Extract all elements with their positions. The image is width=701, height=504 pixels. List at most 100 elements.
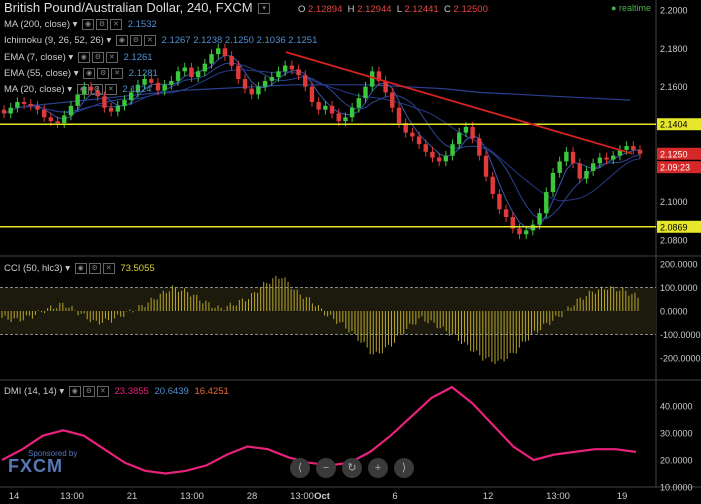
candle-body [1, 109, 7, 114]
candle-body [410, 132, 415, 137]
zoom-in-button[interactable]: + [368, 458, 388, 478]
eye-icon[interactable]: ◉ [76, 83, 89, 95]
eye-icon[interactable]: ◉ [74, 262, 87, 274]
reset-button[interactable]: ↻ [342, 458, 362, 478]
price-axis-label: 2.2000 [660, 6, 688, 16]
time-axis-label: 28 [247, 491, 258, 502]
indicator-ema7[interactable]: EMA (7, close) ▾ ◉ ⚙ ✕ 2.1261 [4, 51, 153, 63]
time-axis-label: 13:00 [180, 491, 204, 502]
candle-body [296, 69, 301, 76]
candle-body [289, 65, 295, 70]
close-icon[interactable]: ✕ [111, 67, 124, 79]
eye-icon[interactable]: ◉ [82, 18, 95, 30]
settings-icon[interactable]: ⚙ [91, 51, 104, 63]
candle-body [436, 157, 442, 162]
close-icon[interactable]: ✕ [105, 51, 118, 63]
indicator-ma200[interactable]: MA (200, close) ▾ ◉ ⚙ ✕ 2.1532 [4, 18, 157, 30]
zoom-out-button[interactable]: − [316, 458, 336, 478]
candle-body [135, 84, 141, 93]
cci-axis-label: -200.0000 [660, 354, 701, 364]
candle-body [490, 176, 495, 194]
indicator-ichimoku[interactable]: Ichimoku (9, 26, 52, 26) ▾ ◉ ⚙ ✕ 2.1267 2.… [4, 34, 318, 46]
candle-body [129, 92, 134, 101]
close-icon[interactable]: ✕ [96, 385, 109, 397]
candle-body [68, 105, 74, 116]
candle-body [450, 144, 455, 156]
candle-body [21, 102, 27, 104]
price-axis-label: 2.1800 [660, 44, 688, 54]
candle-body [323, 105, 328, 110]
close-icon[interactable]: ✕ [104, 83, 117, 95]
indicator-ema55[interactable]: EMA (55, close) ▾ ◉ ⚙ ✕ 2.1281 [4, 67, 158, 79]
candle-body [503, 209, 509, 217]
candle-body [483, 155, 489, 177]
axes: 2.2000 2.1800 2.1600 2.1404 2.1250 2.09:23 2.1… [9, 6, 701, 502]
eye-icon[interactable]: ◉ [77, 51, 90, 63]
candle-body [530, 224, 536, 231]
candle-body [624, 146, 629, 150]
candle-body [55, 121, 60, 124]
candle-body [617, 149, 623, 156]
candle-body [590, 163, 596, 171]
ohlc-readout: O 2.12894 H 2.12944 L 2.12441 C 2.12500 [298, 4, 488, 15]
candle-body [62, 115, 67, 124]
time-axis-label: 13:00 [546, 491, 570, 502]
close-icon[interactable]: ✕ [110, 18, 123, 30]
candle-body [497, 194, 502, 210]
scroll-right-button[interactable]: ⟩ [394, 458, 414, 478]
moving-average-line [3, 69, 641, 202]
dropdown-icon[interactable]: ▾ [258, 3, 271, 15]
candle-body [510, 217, 515, 229]
candle-body [443, 155, 449, 162]
candle-body [15, 102, 20, 108]
candle-body [356, 98, 362, 108]
close-icon[interactable]: ✕ [102, 262, 115, 274]
candle-body [396, 107, 402, 124]
cci-axis-label: 0.0000 [660, 307, 688, 317]
eye-icon[interactable]: ◉ [83, 67, 96, 79]
time-axis-label: 13:00 [290, 491, 314, 502]
settings-icon[interactable]: ⚙ [129, 34, 142, 46]
candle-body [195, 71, 201, 78]
candle-body [390, 92, 395, 108]
dmi-axis-label: 10.0000 [660, 483, 693, 493]
indicator-cci[interactable]: CCI (50, hlc3) ▾ ◉ ⚙ ✕ 73.5055 [4, 262, 155, 274]
candle-body [229, 56, 234, 66]
indicator-ma20[interactable]: MA (20, close) ▾ ◉ ⚙ ✕ 2.1224 [4, 83, 152, 95]
candle-body [48, 117, 54, 122]
price-axis-label: 2.0800 [660, 236, 688, 246]
candle-body [209, 54, 214, 64]
price-axis-badge [657, 161, 701, 174]
eye-icon[interactable]: ◉ [68, 385, 81, 397]
candle-body [597, 157, 603, 164]
settings-icon[interactable]: ⚙ [82, 385, 95, 397]
time-axis-label: Oct [314, 491, 331, 502]
trendline [285, 51, 633, 155]
settings-icon[interactable]: ⚙ [88, 262, 101, 274]
candle-body [236, 65, 241, 79]
candle-body [189, 67, 194, 78]
price-axis-badge [657, 220, 701, 233]
indicator-dmi[interactable]: DMI (14, 14) ▾ ◉ ⚙ ✕ 23.3855 20.6439 16.42… [4, 385, 229, 397]
settings-icon[interactable]: ⚙ [90, 83, 103, 95]
candle-body [363, 86, 368, 99]
settings-icon[interactable]: ⚙ [97, 67, 110, 79]
candle-body [242, 79, 248, 89]
cci-axis-label: -100.0000 [660, 330, 701, 340]
candle-body [537, 213, 542, 225]
scroll-left-button[interactable]: ⟨ [290, 458, 310, 478]
cci-axis-label: 100.0000 [660, 283, 698, 293]
candle-body [570, 151, 576, 164]
price-axis-badge [657, 118, 701, 131]
candle-body [95, 90, 100, 97]
candle-body [276, 71, 281, 78]
time-axis-label: 13:00 [60, 491, 84, 502]
candle-body [477, 138, 482, 156]
settings-icon[interactable]: ⚙ [96, 18, 109, 30]
eye-icon[interactable]: ◉ [115, 34, 128, 46]
time-axis-label: 14 [9, 491, 20, 502]
candle-body [269, 77, 274, 81]
close-icon[interactable]: ✕ [143, 34, 156, 46]
candle-body [28, 103, 33, 106]
